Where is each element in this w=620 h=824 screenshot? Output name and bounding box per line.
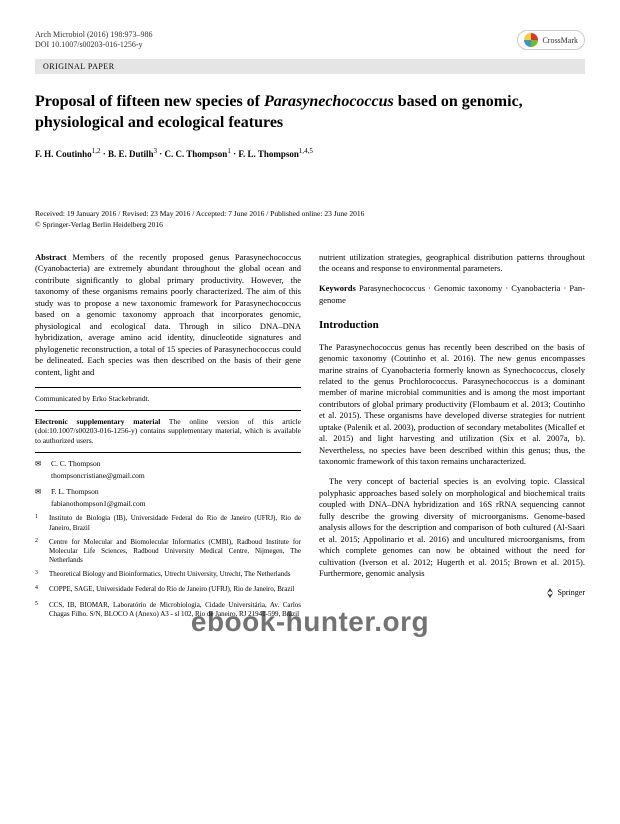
intro-heading: Introduction <box>319 318 585 333</box>
divider <box>35 452 301 453</box>
article-dates: Received: 19 January 2016 / Revised: 23 … <box>35 209 585 218</box>
intro-paragraph-1: The Parasynechococcus genus has recently… <box>319 342 585 468</box>
journal-ref: Arch Microbiol (2016) 198:973–986 <box>35 30 153 40</box>
header-top: Arch Microbiol (2016) 198:973–986 DOI 10… <box>35 30 585 51</box>
crossmark-badge[interactable]: CrossMark <box>517 30 585 50</box>
copyright: © Springer-Verlag Berlin Heidelberg 2016 <box>35 220 585 229</box>
keywords: Keywords Parasynechococcus · Genomic tax… <box>319 283 585 306</box>
doi: DOI 10.1007/s00203-016-1256-y <box>35 40 153 50</box>
publisher-mark: Springer <box>319 588 585 599</box>
mail-icon: ✉ <box>35 487 45 497</box>
springer-icon <box>545 588 555 598</box>
intro-paragraph-2: The very concept of bacterial species is… <box>319 476 585 579</box>
affiliation-3: 3Theoretical Biology and Bioinformatics,… <box>35 570 301 580</box>
article-title: Proposal of fifteen new species of Paras… <box>35 92 585 134</box>
divider <box>35 387 301 388</box>
communicated-by: Communicated by Erko Stackebrandt. <box>35 394 301 404</box>
left-column: Abstract Members of the recently propose… <box>35 243 301 624</box>
affiliation-2: 2Centre for Molecular and Biomolecular I… <box>35 538 301 565</box>
header-left: Arch Microbiol (2016) 198:973–986 DOI 10… <box>35 30 153 51</box>
crossmark-icon <box>524 33 538 47</box>
corr-email-2: fabianothompson1@gmail.com <box>51 499 301 509</box>
crossmark-label: CrossMark <box>542 36 578 45</box>
corr-email-1: thompsoncristiane@gmail.com <box>51 471 301 481</box>
right-column: nutrient utilization strategies, geograp… <box>319 243 585 624</box>
article-category: ORIGINAL PAPER <box>35 59 585 74</box>
abstract: Abstract Members of the recently propose… <box>35 252 301 378</box>
abstract-cont: nutrient utilization strategies, geograp… <box>319 252 585 275</box>
corresponding-author-2: ✉ F. L. Thompson <box>35 487 301 497</box>
authors: F. H. Coutinho1,2 · B. E. Dutilh3 · C. C… <box>35 147 585 159</box>
abstract-text: Members of the recently proposed genus P… <box>35 252 301 377</box>
watermark: ebook-hunter.org <box>0 606 620 638</box>
abstract-label: Abstract <box>35 252 67 262</box>
divider <box>35 410 301 411</box>
mail-icon: ✉ <box>35 459 45 469</box>
affiliation-4: 4COPPE, SAGE, Universidade Federal do Ri… <box>35 585 301 595</box>
corresponding-author-1: ✉ C. C. Thompson <box>35 459 301 469</box>
affiliation-1: 1Instituto de Biologia (IB), Universidad… <box>35 514 301 532</box>
supplementary-note: Electronic supplementary material The on… <box>35 417 301 446</box>
